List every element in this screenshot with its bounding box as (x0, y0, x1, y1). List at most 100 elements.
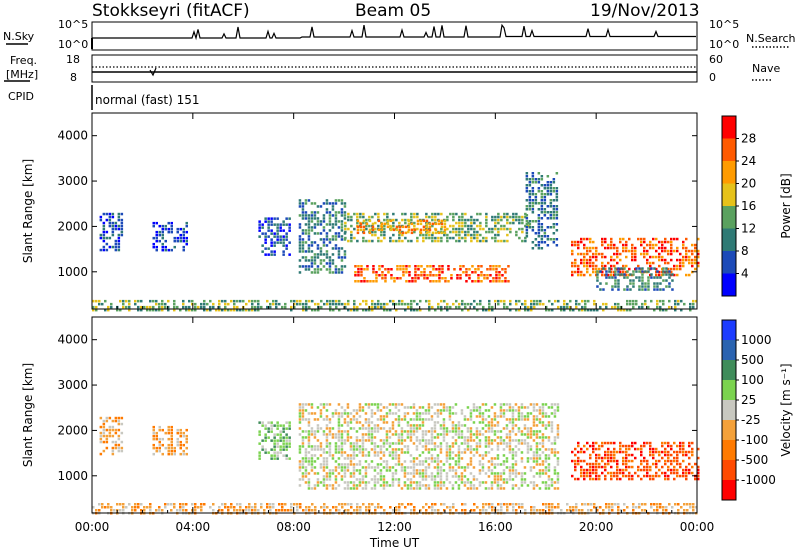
power-echo-cell (384, 277, 387, 280)
power-echo-cell (546, 244, 550, 247)
power-echo-cell (583, 258, 586, 262)
power-echo-cell (272, 302, 275, 306)
velocity-echo-cell (310, 454, 314, 457)
power-echo-cell (592, 264, 595, 268)
power-echo-cell (581, 308, 584, 312)
velocity-echo-cell (111, 425, 115, 429)
power-echo-cell (276, 226, 279, 229)
velocity-echo-cell (355, 418, 359, 421)
velocity-echo-cell (493, 475, 497, 478)
power-echo-cell (534, 238, 538, 241)
velocity-echo-cell (385, 463, 389, 466)
velocity-echo-cell (692, 503, 695, 506)
power-echo-cell (643, 252, 646, 256)
velocity-echo-cell (640, 450, 643, 454)
velocity-echo-cell (424, 445, 428, 448)
power-echo-cell (185, 305, 188, 309)
velocity-echo-cell (448, 448, 452, 451)
velocity-echo-cell (487, 439, 491, 442)
velocity-echo-cell (343, 412, 347, 415)
velocity-echo-cell (623, 503, 626, 506)
power-echo-cell (152, 224, 155, 228)
velocity-echo-cell (640, 459, 643, 463)
power-echo-cell (419, 299, 422, 303)
velocity-echo-cell (457, 451, 461, 454)
velocity-echo-cell (499, 463, 503, 466)
power-echo-cell (347, 212, 350, 216)
velocity-echo-cell (529, 457, 533, 460)
velocity-echo-cell (484, 403, 488, 406)
power-echo-cell (497, 227, 500, 231)
nsky-tick-top: 10^5 (58, 18, 88, 31)
power-echo-cell (571, 273, 574, 277)
velocity-echo-cell (421, 463, 425, 466)
velocity-echo-cell (365, 506, 368, 509)
power-echo-cell (340, 247, 344, 250)
velocity-echo-cell (403, 415, 407, 418)
velocity-echo-cell (173, 452, 176, 456)
power-echo-cell (673, 237, 676, 241)
power-echo-cell (320, 305, 323, 309)
power-echo-cell (356, 231, 360, 235)
velocity-echo-cell (610, 477, 613, 481)
power-echo-cell (661, 249, 664, 253)
power-echo-cell (416, 227, 419, 231)
velocity-echo-cell (431, 509, 434, 512)
power-echo-cell (350, 308, 353, 312)
power-echo-cell (555, 208, 559, 211)
velocity-echo-cell (496, 424, 500, 427)
power-echo-cell (316, 256, 320, 259)
velocity-echo-cell (331, 415, 335, 418)
power-echo-cell (670, 258, 673, 262)
power-echo-cell (504, 280, 507, 283)
power-echo-cell (218, 299, 221, 303)
velocity-echo-cell (99, 416, 103, 420)
power-echo-cell (108, 215, 112, 219)
power-echo-cell (646, 261, 649, 265)
power-echo-cell (152, 245, 155, 249)
power-echo-cell (322, 220, 326, 223)
power-echo-cell (566, 302, 569, 306)
velocity-echo-cell (676, 471, 679, 475)
power-echo-cell (492, 265, 495, 268)
power-echo-cell (643, 240, 646, 244)
power-echo-cell (453, 268, 456, 271)
power-echo-cell (368, 239, 371, 243)
velocity-echo-cell (304, 475, 308, 478)
velocity-echo-cell (649, 444, 652, 448)
velocity-echo-cell (673, 450, 676, 454)
power-echo-cell (497, 302, 500, 306)
velocity-echo-cell (334, 433, 338, 436)
power-echo-cell (534, 232, 538, 235)
velocity-echo-cell (427, 406, 431, 409)
velocity-echo-cell (152, 428, 155, 432)
power-echo-cell (569, 299, 572, 303)
velocity-echo-cell (520, 475, 524, 478)
power-echo-cell (377, 219, 381, 223)
velocity-echo-cell (436, 403, 440, 406)
velocity-echo-cell (415, 439, 419, 442)
velocity-echo-cell (586, 468, 589, 472)
velocity-echo-cell (499, 478, 503, 481)
power-echo-cell (173, 236, 176, 240)
power-echo-cell (236, 308, 239, 312)
velocity-echo-cell (532, 439, 536, 442)
power-echo-cell (555, 238, 559, 241)
power-echo-cell (528, 193, 532, 196)
velocity-echo-cell (691, 450, 694, 454)
velocity-echo-cell (276, 424, 279, 427)
power-echo-cell (405, 265, 408, 268)
power-echo-cell (401, 233, 404, 237)
velocity-echo-cell (421, 436, 425, 439)
velocity-echo-cell (626, 506, 629, 509)
power-echo-cell (416, 239, 419, 243)
velocity-echo-cell (412, 406, 416, 409)
power-echo-cell (120, 221, 124, 225)
power-echo-cell (304, 268, 308, 271)
velocity-echo-cell (691, 471, 694, 475)
velocity-echo-cell (344, 503, 347, 506)
velocity-echo-cell (526, 415, 530, 418)
power-echo-cell (489, 268, 492, 271)
power-echo-cell (446, 218, 449, 222)
velocity-echo-cell (412, 481, 416, 484)
